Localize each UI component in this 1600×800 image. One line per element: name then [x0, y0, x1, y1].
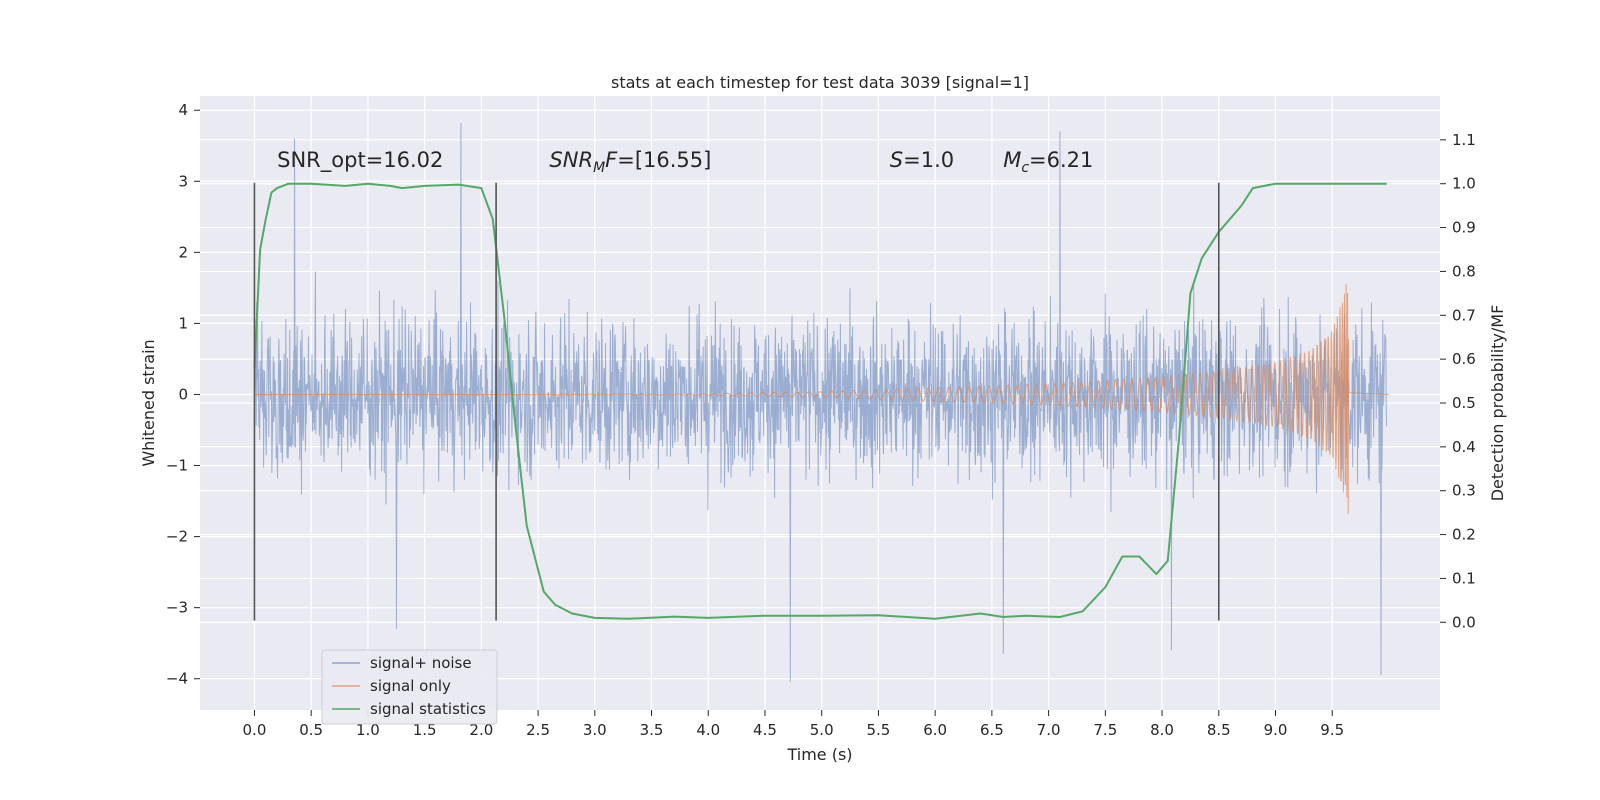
y-tick-label-left: 4 [178, 101, 188, 119]
annotation-text: SNRMF=[16.55] [549, 148, 711, 176]
y-tick-label-right: 0.9 [1452, 219, 1476, 237]
x-tick-label: 3.0 [583, 721, 607, 739]
x-tick-label: 9.5 [1320, 721, 1344, 739]
y-tick-label-left: −1 [166, 457, 188, 475]
vertical-markers [253, 182, 1220, 621]
axis-ticks: 0.0 0.5 1.0 1.5 2.0 2.5 3.0 3.5 4.0 4.5 5.0 5.5 6.0 6… [166, 101, 1476, 739]
x-tick-label: 1.5 [413, 721, 437, 739]
x-tick-label: 4.0 [696, 721, 720, 739]
x-tick-label: 7.5 [1093, 721, 1117, 739]
y-tick-label-left: 3 [178, 172, 188, 190]
y-axis-label-right: Detection probability/MF [1488, 305, 1507, 502]
series-signal-statistics [253, 182, 1387, 620]
x-tick-label: 9.0 [1264, 721, 1288, 739]
x-tick-label: 4.5 [753, 721, 777, 739]
y-tick-label-right: 0.7 [1452, 306, 1476, 324]
y-tick-label-right: 1.1 [1452, 131, 1476, 149]
x-tick-label: 6.5 [980, 721, 1004, 739]
x-tick-label: 0.5 [299, 721, 323, 739]
y-tick-label-left: −2 [166, 528, 188, 546]
x-tick-label: 2.5 [526, 721, 550, 739]
x-tick-label: 8.5 [1207, 721, 1231, 739]
y-tick-label-left: −4 [166, 670, 188, 688]
y-tick-label-right: 0.2 [1452, 526, 1476, 544]
legend: signal+ noise signal only signal statist… [321, 649, 498, 725]
y-tick-label-right: 0.1 [1452, 569, 1476, 587]
legend-label-signal-only: signal only [370, 677, 451, 695]
y-tick-label-right: 0.3 [1452, 482, 1476, 500]
legend-box [321, 649, 498, 725]
x-tick-label: 1.0 [356, 721, 380, 739]
annotations: SNR_opt=16.02 SNRMF=[16.55] S=1.0 Mc=6.21 [277, 148, 1093, 176]
y-tick-label-left: 1 [178, 314, 188, 332]
x-tick-label: 3.5 [640, 721, 664, 739]
series-signal-only [254, 283, 1389, 514]
y-tick-label-left: −3 [166, 599, 188, 617]
legend-label-signal-noise: signal+ noise [370, 654, 472, 672]
plot-data [253, 122, 1389, 683]
x-tick-label: 2.0 [469, 721, 493, 739]
y-tick-label-left: 0 [178, 385, 188, 403]
annotation-text: Mc=6.21 [1003, 148, 1093, 176]
x-tick-label: 5.5 [866, 721, 890, 739]
y-tick-label-right: 0.6 [1452, 350, 1476, 368]
x-tick-label: 8.0 [1150, 721, 1174, 739]
legend-label-signal-statistics: signal statistics [370, 700, 486, 718]
annotation-text: S=1.0 [890, 148, 954, 172]
x-tick-label: 7.0 [1037, 721, 1061, 739]
x-tick-label: 5.0 [810, 721, 834, 739]
y-tick-label-left: 2 [178, 243, 188, 261]
y-tick-label-right: 0.8 [1452, 262, 1476, 280]
x-tick-label: 6.0 [923, 721, 947, 739]
y-tick-label-right: 0.4 [1452, 438, 1476, 456]
x-axis-label: Time (s) [786, 745, 852, 764]
x-tick-label: 0.0 [243, 721, 267, 739]
annotation-text: SNR_opt=16.02 [277, 148, 443, 173]
y-tick-label-right: 1.0 [1452, 175, 1476, 193]
chart-title: stats at each timestep for test data 303… [611, 73, 1029, 92]
y-tick-label-right: 0.0 [1452, 613, 1476, 631]
y-tick-label-right: 0.5 [1452, 394, 1476, 412]
y-axis-label-left: Whitened strain [139, 339, 158, 466]
